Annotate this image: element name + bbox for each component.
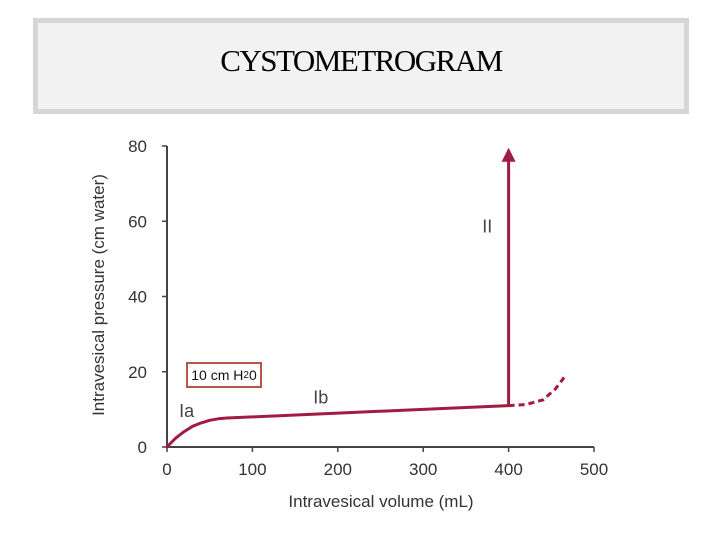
series-line xyxy=(165,404,511,449)
x-tick-label: 300 xyxy=(409,460,437,479)
phase-label-ib: Ib xyxy=(313,388,328,408)
y-tick-label: 60 xyxy=(128,212,147,231)
page-title: CYSTOMETROGRAM xyxy=(220,43,503,78)
chart-series xyxy=(165,147,566,449)
title-banner: CYSTOMETROGRAM xyxy=(33,18,689,114)
pressure-annotation-sub: 2 xyxy=(243,369,249,381)
x-tick-label: 500 xyxy=(580,460,608,479)
x-tick-label: 0 xyxy=(162,460,171,479)
x-tick-label: 400 xyxy=(494,460,522,479)
y-tick-label: 0 xyxy=(138,438,147,457)
y-tick-label: 40 xyxy=(128,288,147,307)
vertical-arrow-head xyxy=(501,147,516,162)
pressure-annotation-text: 10 cm H xyxy=(191,367,244,383)
chart-annotations: Ia Ib II xyxy=(179,217,492,421)
series-dashed-line xyxy=(508,376,566,408)
phase-label-ia: Ia xyxy=(179,401,195,421)
y-axis-label: Intravesical pressure (cm water) xyxy=(89,174,108,416)
x-tick-label: 100 xyxy=(238,460,266,479)
pressure-annotation-tail: 0 xyxy=(248,367,257,383)
y-tick-label: 20 xyxy=(128,363,147,382)
x-tick-label: 200 xyxy=(324,460,352,479)
y-tick-label: 80 xyxy=(128,137,147,156)
x-axis-label: Intravesical volume (mL) xyxy=(288,492,473,511)
phase-label-ii: II xyxy=(482,217,492,237)
